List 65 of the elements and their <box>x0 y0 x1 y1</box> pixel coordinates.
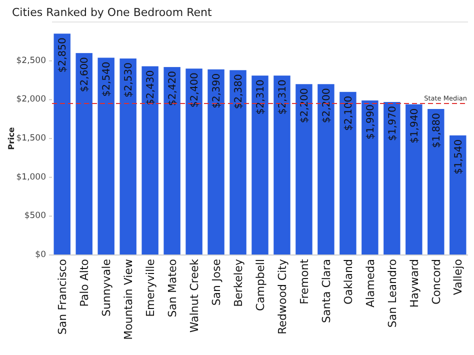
x-tick-label: Redwood City <box>276 258 289 334</box>
bar <box>450 135 466 255</box>
data-label: $2,600 <box>80 57 91 92</box>
y-tick-label: $2,000 <box>16 94 46 105</box>
x-tick-label: Santa Clara <box>320 259 333 323</box>
bar <box>296 84 312 255</box>
data-label: $2,530 <box>124 62 135 98</box>
data-label: $2,310 <box>256 80 266 115</box>
bar <box>120 58 136 255</box>
x-tick-label: Walnut Creek <box>188 258 201 333</box>
x-tick-label: Oakland <box>342 259 355 305</box>
y-tick-label: $0 <box>35 250 46 260</box>
bar <box>252 76 268 255</box>
x-tick-label: San Mateo <box>166 258 179 318</box>
y-tick-label: $500 <box>24 211 46 222</box>
data-label: $2,400 <box>190 72 201 108</box>
x-tick-label: San Jose <box>210 258 223 306</box>
data-label: $2,200 <box>299 88 310 124</box>
x-tick-label: Palo Alto <box>78 258 91 307</box>
bar <box>384 102 400 255</box>
bar <box>318 84 334 255</box>
x-tick-label: Fremont <box>298 258 311 304</box>
bar <box>164 67 180 255</box>
x-tick-label: Hayward <box>408 259 421 308</box>
x-tick-label: Vallejo <box>452 258 465 296</box>
data-label: $1,540 <box>453 139 464 174</box>
chart-title: Cities Ranked by One Bedroom Rent <box>12 6 212 19</box>
x-tick-label: Campbell <box>254 259 267 311</box>
x-tick-label: Concord <box>430 259 443 304</box>
data-label: $2,380 <box>234 74 245 110</box>
data-label: $1,990 <box>365 104 376 140</box>
bar <box>362 100 378 255</box>
x-tick-label: San Leandro <box>386 258 399 328</box>
y-tick-label: $2,500 <box>16 56 46 66</box>
data-label: $2,420 <box>168 71 179 106</box>
data-label: $2,540 <box>102 62 113 97</box>
bar <box>142 66 158 255</box>
bar <box>230 70 246 255</box>
bar <box>428 108 444 255</box>
data-label: $2,850 <box>58 38 69 73</box>
x-tick-label: Berkeley <box>232 258 245 307</box>
bar <box>340 92 356 255</box>
y-tick-label: $1,000 <box>16 172 46 182</box>
bar <box>406 104 422 255</box>
data-label: $2,100 <box>343 96 354 131</box>
bar <box>76 53 92 255</box>
bar <box>186 68 202 255</box>
x-tick-label: Emeryville <box>144 258 157 317</box>
data-label: $2,390 <box>212 73 223 108</box>
data-label: $1,940 <box>409 108 420 144</box>
y-axis-title: Price <box>7 126 16 150</box>
x-tick-label: Sunnyvale <box>100 258 113 316</box>
x-tick-label: Alameda <box>364 259 377 308</box>
y-tick-label: $1,500 <box>16 134 46 144</box>
bar <box>98 58 114 255</box>
data-label: $2,200 <box>321 88 332 124</box>
bar <box>274 76 290 255</box>
data-label: $1,970 <box>387 106 398 141</box>
data-label: $2,310 <box>277 80 288 115</box>
data-label: $2,430 <box>146 70 157 106</box>
bar <box>208 69 224 255</box>
data-label: $1,880 <box>431 112 442 148</box>
x-tick-label: San Francisco <box>56 258 69 335</box>
bar <box>54 34 70 255</box>
x-tick-label: Mountain View <box>122 259 135 340</box>
